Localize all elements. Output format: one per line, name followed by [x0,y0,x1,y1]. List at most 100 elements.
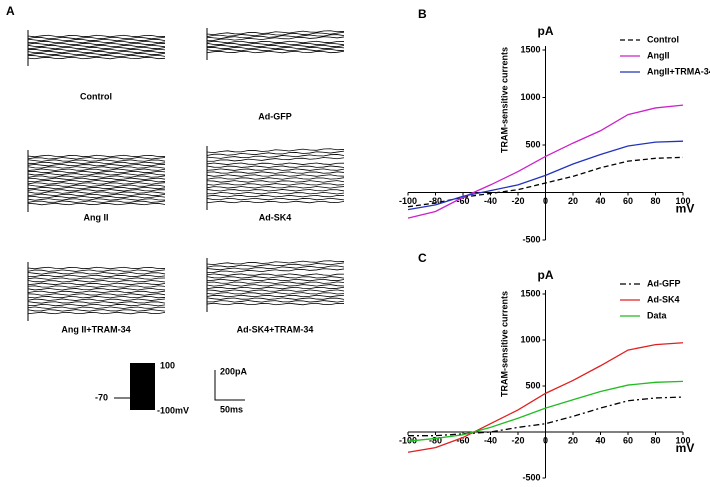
trace [206,31,345,37]
x-tick-label: 100 [675,196,690,206]
trace [27,177,166,181]
protocol-hold: -70 [95,392,108,402]
trace-label: Ad-SK4 [259,212,292,222]
x-tick-label: 0 [543,435,548,445]
trace [27,56,166,60]
legend-label: AngII+TRMA-34 [647,66,710,76]
x-tick-label: 0 [543,196,548,206]
trace [206,165,345,168]
trace [27,293,166,296]
protocol-top: 100 [160,360,175,370]
protocol: 100 -70 -100mV [95,360,189,415]
x-tick-label: 80 [650,196,660,206]
trace [27,274,166,278]
trace [206,273,345,276]
trace [27,306,166,309]
trace [206,174,345,177]
trace [27,52,166,56]
trace [206,180,345,183]
trace [206,30,345,36]
trace [206,281,345,284]
trace [27,311,166,315]
trace [206,34,345,39]
trace [206,46,345,50]
x-tick-label: 60 [623,196,633,206]
voltage-step [130,363,155,410]
trace [27,191,166,194]
trace [27,272,166,275]
trace [206,148,345,154]
trace [206,260,345,266]
trace [27,290,166,294]
scale-current: 200pA [220,366,248,376]
x-tick-label: 60 [623,435,633,445]
trace-label: Ad-GFP [258,111,292,121]
scale-bar: 200pA 50ms [214,366,248,414]
scale-time: 50ms [220,404,243,414]
trace [27,34,166,38]
trace [206,50,345,54]
y-label: TRAM-sensitive currents [499,47,509,153]
trace [27,168,166,171]
trace [27,154,166,158]
trace [27,44,166,48]
trace [206,168,345,171]
legend-label: Ad-SK4 [647,294,680,304]
x-tick-label: 40 [595,435,605,445]
trace [27,303,166,307]
trace [27,277,166,280]
trace [27,202,166,206]
trace [27,195,166,199]
trace [27,182,166,185]
trace [27,179,166,183]
trace [206,171,345,174]
trace-label: Ad-SK4+TRAM-34 [237,324,314,334]
trace [206,289,345,292]
panel-label: A [6,4,15,18]
trace [206,200,345,204]
x-label: mV [676,202,695,216]
x-tick-label: 40 [595,196,605,206]
trace [27,48,166,52]
legend-label: Control [647,34,679,44]
trace-label: Ang II [84,212,109,222]
trace [27,198,166,201]
trace [206,177,345,180]
x-tick-label: -60 [456,196,469,206]
trace [206,278,345,282]
trace [27,280,166,283]
protocol-bottom: -100mV [157,405,189,415]
trace [27,40,166,44]
trace [27,50,166,54]
trace [206,42,345,46]
trace [206,300,345,303]
y-tick-label: 1500 [520,288,540,298]
x-tick-label: -60 [456,435,469,445]
y-unit: pA [538,268,554,282]
series-line [407,156,684,208]
x-tick-label: 100 [675,435,690,445]
trace [27,170,166,174]
trace-label: Ang II+TRAM-34 [61,324,130,334]
trace [206,162,345,165]
y-tick-label: 1000 [520,92,540,102]
trace [206,297,345,300]
y-tick-label: 1000 [520,334,540,344]
trace [206,276,345,279]
trace [206,189,345,192]
panel-label: C [418,251,427,265]
trace [206,268,345,273]
trace [206,44,345,48]
trace [27,163,166,167]
trace [206,286,345,290]
trace [27,189,166,192]
trace [27,269,166,272]
legend-label: Ad-GFP [647,278,681,288]
trace [27,287,166,291]
x-tick-label: -80 [429,435,442,445]
trace [27,309,166,312]
trace [27,161,166,165]
trace [27,295,166,299]
series-line [407,140,684,211]
